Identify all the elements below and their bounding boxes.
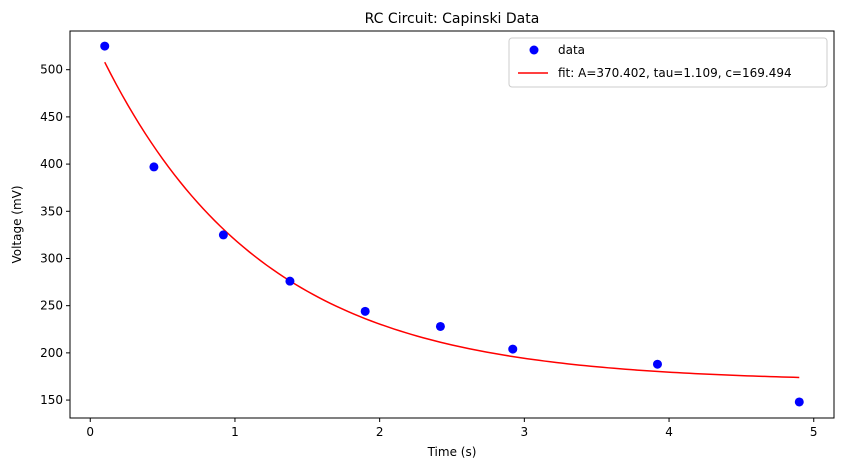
legend-fit-label: fit: A=370.402, tau=1.109, c=169.494 (558, 66, 792, 80)
data-point (508, 344, 518, 354)
x-axis-label: Time (s) (427, 445, 477, 459)
data-point (218, 230, 228, 240)
x-tick-label: 3 (521, 425, 529, 439)
y-tick-label: 300 (40, 251, 63, 265)
x-tick-label: 5 (810, 425, 818, 439)
fit-curve (104, 61, 800, 379)
legend-box (508, 37, 828, 88)
x-tick-label: 2 (376, 425, 384, 439)
points-layer (100, 41, 804, 407)
data-point (285, 276, 295, 286)
y-tick-label: 500 (40, 63, 63, 77)
y-axis: 150 200 250 300 350 400 450 500 (40, 63, 70, 407)
legend-data-marker (529, 45, 539, 55)
legend-data-label: data (558, 43, 585, 57)
y-tick-label: 250 (40, 299, 63, 313)
data-point (794, 397, 804, 407)
y-tick-label: 400 (40, 157, 63, 171)
plot-area (69, 30, 835, 419)
y-tick-label: 450 (40, 110, 63, 124)
x-tick-label: 0 (86, 425, 94, 439)
y-axis-label: Voltage (mV) (10, 185, 24, 263)
y-tick-label: 150 (40, 393, 63, 407)
x-axis: 0 1 2 3 4 5 (86, 418, 818, 439)
data-point (652, 359, 662, 369)
y-tick-label: 350 (40, 204, 63, 218)
data-point (435, 321, 445, 331)
data-point (100, 41, 110, 51)
y-tick-label: 200 (40, 346, 63, 360)
x-tick-label: 4 (665, 425, 673, 439)
fit-layer (104, 61, 800, 379)
legend: data fit: A=370.402, tau=1.109, c=169.49… (508, 37, 828, 88)
chart-title: RC Circuit: Capinski Data (365, 11, 540, 27)
plot-frame (69, 30, 835, 419)
x-tick-label: 1 (231, 425, 239, 439)
data-point (149, 162, 159, 172)
data-point (360, 306, 370, 316)
